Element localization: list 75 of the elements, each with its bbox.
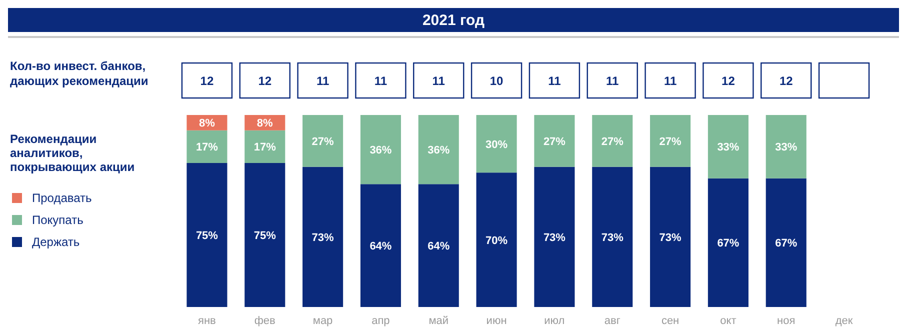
data-label: 30% <box>486 138 508 151</box>
data-label: 73% <box>659 232 682 244</box>
bar <box>476 115 517 173</box>
text: 11 <box>432 74 446 88</box>
text: 12 <box>722 74 736 88</box>
data-label: 8% <box>256 118 274 130</box>
text: 11 <box>316 74 330 88</box>
bar <box>766 178 806 307</box>
data-label: 27% <box>543 136 566 148</box>
bar <box>708 115 748 178</box>
data-label: 17% <box>196 142 218 154</box>
x-tick-label: май <box>428 315 449 327</box>
text: 11 <box>606 74 620 88</box>
x-tick-label: янв <box>198 315 216 327</box>
text: 11 <box>664 74 677 88</box>
data-label: 75% <box>196 230 218 242</box>
y-axis-title: Рекомендации аналитиков, покрывающих акции <box>10 132 135 174</box>
bar <box>534 166 575 307</box>
text: 12 <box>779 74 794 88</box>
x-tick-label: сен <box>661 315 680 327</box>
data-label: 36% <box>370 144 392 157</box>
text: 11 <box>374 74 388 88</box>
data-label: 8% <box>199 118 216 130</box>
bar <box>418 115 459 184</box>
bar <box>186 130 228 163</box>
x-tick-label: июл <box>544 315 565 327</box>
bar <box>650 115 691 167</box>
chart-title: 2021 год <box>422 12 486 29</box>
data-label: 73% <box>543 232 566 244</box>
x-tick-label: ноя <box>777 315 796 327</box>
data-label: 64% <box>428 240 450 253</box>
bar <box>534 115 575 167</box>
bar <box>244 130 286 163</box>
text: 11 <box>548 74 562 88</box>
data-label: 27% <box>601 136 624 148</box>
data-label: 67% <box>717 238 740 250</box>
bar <box>708 178 748 307</box>
data-label: 73% <box>312 232 334 244</box>
bar <box>592 115 633 167</box>
legend-label: Продавать <box>32 191 92 205</box>
data-label: 67% <box>775 238 798 250</box>
bar <box>592 166 633 307</box>
data-label: 64% <box>370 240 392 253</box>
x-tick-label: мар <box>312 315 333 327</box>
bar <box>650 166 691 307</box>
x-tick-label: июн <box>486 315 507 327</box>
bar <box>360 115 401 184</box>
text: Кол-во инвест. банков, дающих рекомендации <box>10 59 148 88</box>
bar <box>186 163 228 307</box>
data-label: 27% <box>312 136 334 148</box>
text: 10 <box>490 74 504 88</box>
data-label: 70% <box>486 234 508 247</box>
x-tick-label: дек <box>835 315 853 327</box>
bar <box>302 115 344 167</box>
x-tick-label: авг <box>604 315 620 327</box>
data-label: 36% <box>428 144 450 157</box>
text: 12 <box>200 74 214 88</box>
bar <box>766 115 806 178</box>
legend-label: Держать <box>32 235 80 249</box>
data-label: 73% <box>601 232 624 244</box>
legend-label: Покупать <box>32 213 84 227</box>
x-tick-label: окт <box>720 315 736 327</box>
data-label: 33% <box>717 142 740 154</box>
bar <box>360 184 401 307</box>
text: 12 <box>258 74 272 88</box>
bar <box>302 166 344 307</box>
data-label: 33% <box>775 142 798 154</box>
data-label: 17% <box>254 142 276 154</box>
bar <box>476 172 517 307</box>
x-tick-label: апр <box>372 315 390 327</box>
bar <box>418 184 459 307</box>
data-label: 75% <box>254 230 276 242</box>
x-tick-label: фев <box>254 315 276 327</box>
data-label: 27% <box>659 136 682 148</box>
bar <box>244 163 286 307</box>
